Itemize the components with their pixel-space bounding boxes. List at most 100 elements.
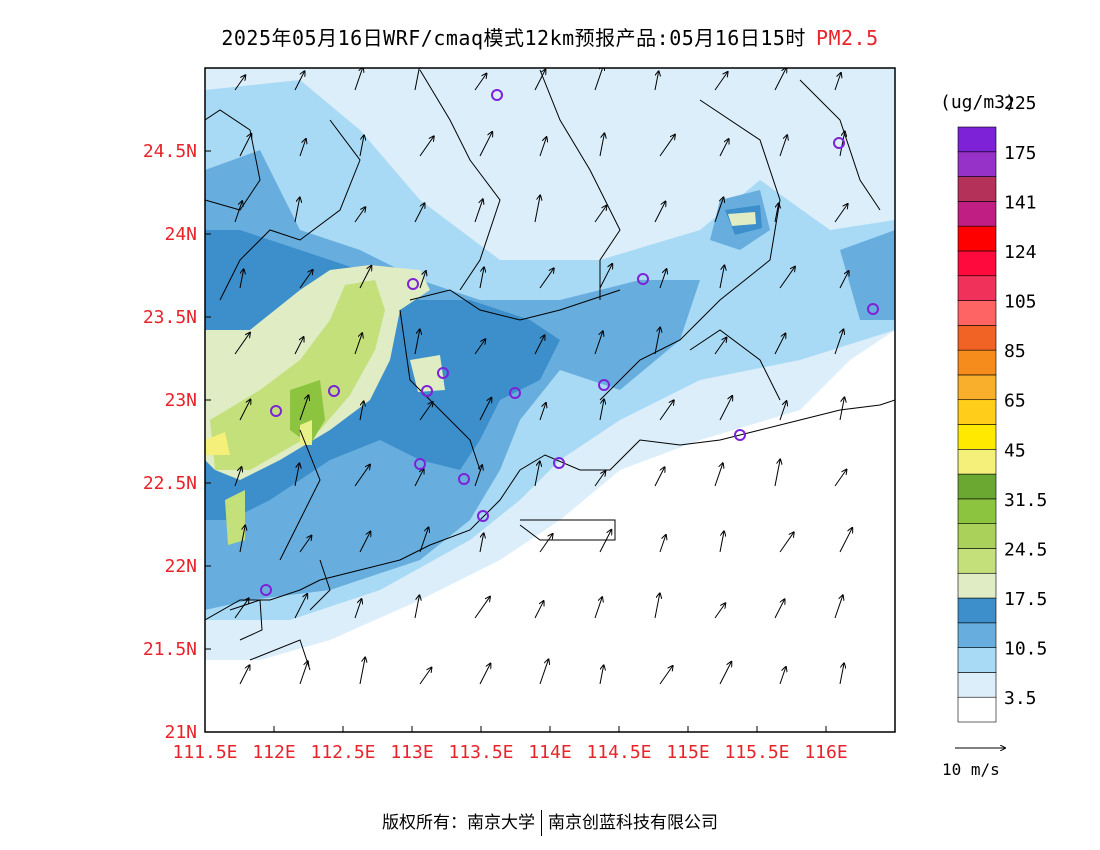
wind-arrow bbox=[779, 267, 795, 289]
colorbar-label: 24.5 bbox=[1004, 539, 1047, 560]
y-tick-label: 21.5N bbox=[143, 639, 197, 660]
station-marker bbox=[598, 379, 610, 391]
wind-arrow bbox=[479, 132, 492, 157]
map-title: 2025年05月16日WRF/cmaq模式12km预报产品:05月16日15时 P… bbox=[0, 22, 1100, 51]
wind-arrow bbox=[299, 395, 308, 421]
station-marker bbox=[734, 429, 746, 441]
wind-arrow bbox=[599, 665, 604, 685]
colorbar-swatch bbox=[957, 201, 997, 227]
colorbar-swatch bbox=[957, 424, 997, 450]
wind-arrow bbox=[659, 535, 666, 553]
colorbar-swatch bbox=[957, 523, 997, 549]
wind-arrow bbox=[594, 206, 606, 223]
wind-arrow bbox=[774, 334, 785, 355]
wind-arrow bbox=[294, 71, 305, 91]
wind-arrow bbox=[659, 400, 674, 421]
station-marker bbox=[414, 458, 426, 470]
wind-arrow bbox=[354, 207, 365, 223]
y-axis: 21N 21.5N 22N 22.5N 23N 23.5N 24N 24.5N bbox=[143, 141, 211, 743]
x-tick-label: 112.5E bbox=[310, 742, 375, 763]
colorbar-swatch bbox=[957, 275, 997, 301]
title-product: PM2.5 bbox=[815, 26, 879, 50]
x-tick-label: 114E bbox=[528, 742, 571, 763]
y-tick-label: 24N bbox=[164, 224, 197, 245]
y-tick-label: 22N bbox=[164, 556, 197, 577]
wind-arrow bbox=[234, 467, 242, 487]
wind-arrow bbox=[474, 339, 485, 355]
x-tick-label: 113.5E bbox=[448, 742, 513, 763]
wind-arrow bbox=[719, 662, 731, 685]
wind-arrow bbox=[354, 333, 362, 355]
wind-arrow bbox=[299, 661, 308, 685]
wind-arrow bbox=[774, 459, 780, 487]
colorbar-swatch bbox=[957, 151, 997, 177]
wind-arrow bbox=[414, 203, 425, 223]
colorbar-label: 31.5 bbox=[1004, 490, 1047, 511]
wind-arrow bbox=[659, 269, 667, 289]
colorbar-swatch bbox=[957, 349, 997, 376]
colorbar-unit: (ug/m3) bbox=[940, 92, 1016, 113]
footer-left: 版权所有：南京大学 bbox=[382, 813, 535, 833]
wind-arrow bbox=[539, 534, 553, 553]
wind-arrow bbox=[594, 331, 603, 355]
wind-arrow bbox=[359, 401, 364, 421]
wind-arrow bbox=[234, 201, 242, 223]
wind-arrow bbox=[539, 268, 554, 289]
wind-arrow bbox=[774, 68, 786, 91]
station-marker bbox=[328, 385, 340, 397]
wind-arrow bbox=[354, 68, 363, 91]
x-tick-label: 115.5E bbox=[724, 742, 789, 763]
wind-arrow bbox=[354, 599, 362, 619]
wind-arrow bbox=[234, 333, 250, 355]
wind-arrow bbox=[654, 593, 660, 619]
colorbar-swatch bbox=[957, 696, 997, 723]
pm25-field bbox=[205, 68, 895, 732]
wind-arrow bbox=[659, 135, 675, 157]
wind-arrow bbox=[714, 338, 726, 355]
wind-arrow bbox=[294, 463, 299, 487]
wind-arrow bbox=[299, 270, 313, 289]
wind-arrow bbox=[599, 133, 604, 157]
wind-arrow bbox=[654, 202, 665, 223]
station-marker bbox=[509, 387, 521, 399]
wind-arrow bbox=[239, 269, 244, 289]
coastline-and-boundaries bbox=[205, 69, 895, 671]
wind-arrow bbox=[834, 329, 843, 355]
wind-arrow bbox=[354, 465, 370, 487]
wind-arrow bbox=[654, 467, 665, 487]
x-tick-label: 115E bbox=[666, 742, 709, 763]
wind-arrow bbox=[414, 595, 419, 619]
wind-arrow bbox=[714, 197, 723, 223]
x-tick-label: 111.5E bbox=[172, 742, 237, 763]
wind-arrow bbox=[239, 400, 250, 421]
station-marker bbox=[407, 278, 419, 290]
wind-arrow bbox=[419, 136, 434, 157]
colorbar-label: 17.5 bbox=[1004, 589, 1047, 610]
wind-arrow bbox=[779, 401, 787, 421]
wind-arrow bbox=[479, 267, 484, 289]
wind-arrow bbox=[359, 135, 364, 157]
wind-arrow bbox=[359, 657, 365, 685]
wind-arrow bbox=[539, 659, 548, 685]
wind-arrow bbox=[419, 271, 426, 289]
wind-arrow bbox=[474, 597, 490, 619]
wind-arrow bbox=[534, 461, 540, 487]
wind-arrow bbox=[479, 664, 490, 685]
wind-arrow bbox=[294, 197, 300, 223]
wind-arrow bbox=[774, 599, 785, 619]
wind-arrow bbox=[414, 329, 420, 355]
wind-arrow bbox=[779, 667, 786, 685]
x-tick-label: 112E bbox=[252, 742, 295, 763]
wind-arrow bbox=[714, 603, 725, 619]
wind-arrow bbox=[474, 74, 486, 91]
wind-arrow bbox=[599, 530, 611, 553]
wind-arrow bbox=[479, 398, 491, 421]
footer-divider bbox=[541, 810, 542, 836]
wind-arrow bbox=[839, 131, 845, 157]
wind-arrow bbox=[654, 327, 660, 355]
wind-arrow bbox=[534, 70, 545, 91]
station-marker bbox=[260, 584, 272, 596]
wind-arrow bbox=[719, 396, 732, 421]
colorbar: 3.5 10.5 17.5 24.5 31.5 45 65 85 105 124 141 175 225 bbox=[957, 93, 1047, 723]
